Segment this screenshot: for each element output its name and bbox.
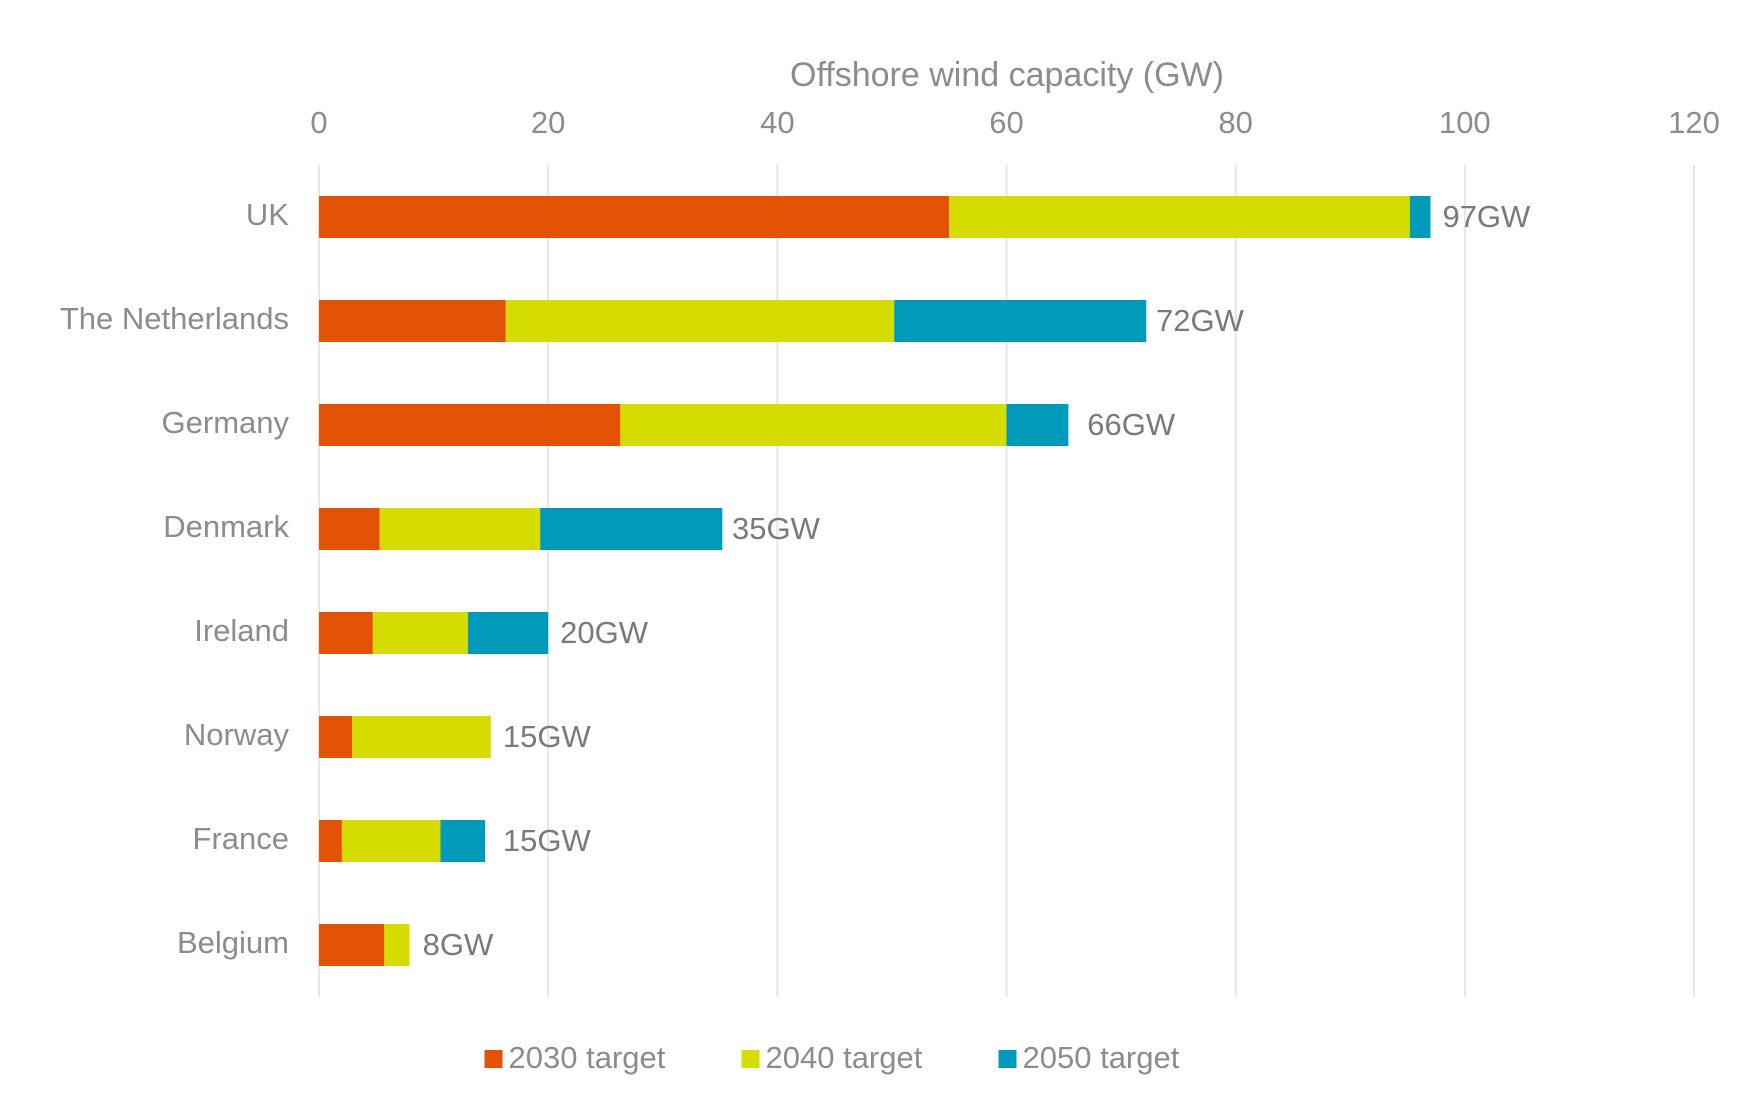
bar-segment [440,820,486,862]
bar-segment [319,300,506,342]
bar-segment [1006,404,1069,446]
y-tick-label: France [193,821,289,856]
total-label: 97GW [1442,199,1531,234]
bar-segment [540,508,723,550]
total-label: 35GW [732,511,821,546]
x-tick-label: 100 [1439,105,1491,140]
y-tick-label: Norway [184,717,290,752]
bar-segment [341,820,441,862]
legend-swatch [998,1050,1017,1068]
bar-segment [352,716,491,758]
total-label: 15GW [503,719,592,754]
total-label: 8GW [423,927,494,962]
bar-segment [894,300,1147,342]
legend-swatch [484,1050,503,1068]
legend-swatch [741,1050,760,1068]
bar-segment [319,196,950,238]
x-tick-label: 60 [989,105,1023,140]
total-label: 66GW [1087,407,1176,442]
x-tick-label: 80 [1218,105,1252,140]
x-tick-label: 40 [760,105,794,140]
legend-label: 2040 target [766,1040,923,1075]
bar-segment [319,508,380,550]
bar-segment [319,404,621,446]
x-tick-label: 0 [310,105,327,140]
bar-segment [384,924,410,966]
bar-segment [319,924,385,966]
total-label: 15GW [503,823,592,858]
bar-segment [505,300,895,342]
bar-segment [319,820,342,862]
y-tick-label: Ireland [194,613,289,648]
y-tick-label: Denmark [163,509,289,544]
bar-segment [1409,196,1431,238]
bar-segment [467,612,549,654]
bar-segment [372,612,468,654]
y-tick-label: Germany [162,405,290,440]
bar-segment [620,404,1007,446]
x-tick-label: 120 [1668,105,1720,140]
total-label: 20GW [560,615,649,650]
x-tick-label: 20 [531,105,565,140]
total-label: 72GW [1156,303,1245,338]
axis-title: Offshore wind capacity (GW) [790,56,1224,94]
bar-segment [319,716,353,758]
y-tick-label: UK [246,197,289,232]
legend-label: 2050 target [1023,1040,1180,1075]
legend-label: 2030 target [509,1040,666,1075]
bar-segment [379,508,541,550]
y-tick-label: Belgium [177,925,289,960]
bar-segment [319,612,373,654]
y-tick-label: The Netherlands [60,301,289,336]
bar-segment [949,196,1410,238]
